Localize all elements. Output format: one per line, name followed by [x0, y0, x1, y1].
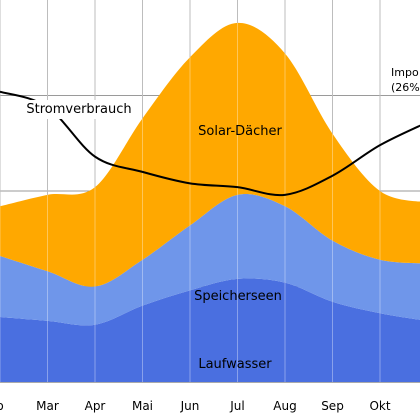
stacked-areas — [0, 22, 420, 382]
x-tick-labels: oMarAprMaiJunJulAugSepOktN — [0, 399, 391, 413]
annotation-laufwasser: Laufwasser — [198, 357, 272, 372]
annotation-speicherseen: Speicherseen — [194, 289, 282, 304]
annotation-stromverbrauch: Stromverbrauch — [26, 102, 131, 117]
x-tick-label-feb: o — [0, 399, 4, 413]
area-speicherseen — [0, 194, 420, 326]
line-stromverbrauch — [0, 90, 420, 197]
x-tick-label-mai: Mai — [132, 399, 153, 413]
annotation-solar-d-cher: Solar-Dächer — [198, 124, 282, 139]
x-tick-label-apr: Apr — [85, 399, 106, 413]
area-solar-d-cher — [0, 22, 420, 287]
x-tick-label-jul: Jul — [229, 399, 244, 413]
area-laufwasser — [0, 278, 420, 382]
x-tick-label-okt: Okt — [369, 399, 390, 413]
annotation-background — [22, 100, 136, 119]
consumption-line-layer — [0, 90, 420, 197]
annotation-26: (26% — [391, 81, 420, 94]
annotation-impo: Impo — [391, 66, 419, 79]
x-tick-label-jun: Jun — [180, 399, 200, 413]
x-tick-label-aug: Aug — [273, 399, 296, 413]
x-tick-label-sep: Sep — [321, 399, 344, 413]
x-tick-label-mar: Mar — [36, 399, 59, 413]
annotation-labels: Stromverbrauch Solar-Dächer Speicherseen La… — [22, 66, 420, 372]
